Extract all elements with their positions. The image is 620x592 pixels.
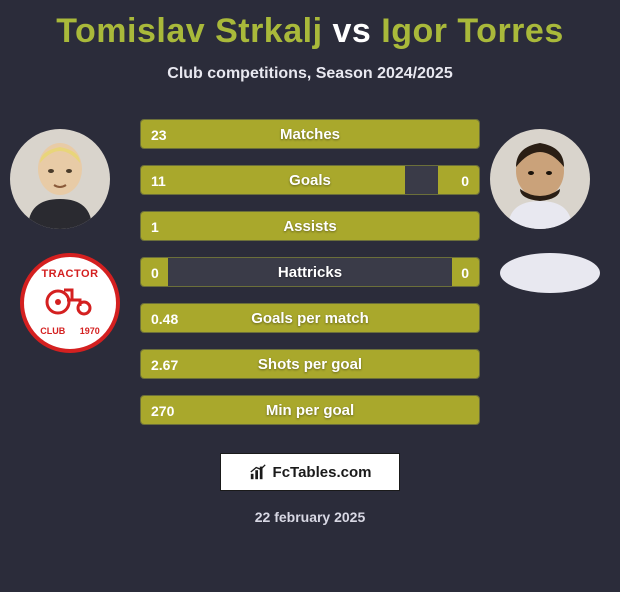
- player2-club-badge: [500, 253, 600, 293]
- club-sub: CLUB: [40, 326, 65, 336]
- date-text: 22 february 2025: [0, 509, 620, 525]
- stat-value-left: 0: [151, 258, 159, 287]
- stat-value-right: 0: [461, 258, 469, 287]
- stat-row: Goals per match0.48: [140, 303, 480, 333]
- brand-box: FcTables.com: [220, 453, 400, 491]
- stat-label: Assists: [141, 212, 479, 241]
- stat-label: Shots per goal: [141, 350, 479, 379]
- stat-row: Hattricks0 0: [140, 257, 480, 287]
- club-year: 1970: [80, 326, 100, 336]
- comparison-title: Tomislav Strkalj vs Igor Torres: [0, 12, 620, 51]
- stat-row: Goals11 0: [140, 165, 480, 195]
- stat-row: Assists1: [140, 211, 480, 241]
- stat-row: Matches23: [140, 119, 480, 149]
- stat-value-left: 23: [151, 120, 167, 149]
- brand-text: FcTables.com: [273, 464, 372, 481]
- stat-value-left: 0.48: [151, 304, 178, 333]
- person-icon: [10, 129, 110, 229]
- player1-name: Tomislav Strkalj: [56, 12, 322, 50]
- stat-label: Matches: [141, 120, 479, 149]
- subtitle: Club competitions, Season 2024/2025: [0, 65, 620, 83]
- stat-value-left: 1: [151, 212, 159, 241]
- tractor-icon: [44, 282, 96, 316]
- stat-label: Goals per match: [141, 304, 479, 333]
- comparison-content: TRACTOR CLUB 1970 Matches23 Goals11 0 Assis…: [0, 119, 620, 439]
- stat-value-left: 11: [151, 166, 166, 195]
- stat-bars: Matches23Goals110Assists1Hattricks00Goal…: [140, 119, 480, 441]
- vs-text: vs: [332, 12, 371, 50]
- stat-label: Hattricks: [141, 258, 479, 287]
- club-name: TRACTOR: [40, 269, 99, 280]
- stat-row: Shots per goal2.67: [140, 349, 480, 379]
- player1-club-badge: TRACTOR CLUB 1970: [20, 253, 120, 353]
- player1-avatar: [10, 129, 110, 229]
- stat-value-left: 270: [151, 396, 174, 425]
- player2-name: Igor Torres: [381, 12, 563, 50]
- stat-label: Goals: [141, 166, 479, 195]
- chart-icon: [249, 463, 267, 481]
- stat-value-left: 2.67: [151, 350, 178, 379]
- player2-avatar: [490, 129, 590, 229]
- stat-row: Min per goal270: [140, 395, 480, 425]
- person-icon: [490, 129, 590, 229]
- stat-label: Min per goal: [141, 396, 479, 425]
- stat-value-right: 0: [461, 166, 469, 195]
